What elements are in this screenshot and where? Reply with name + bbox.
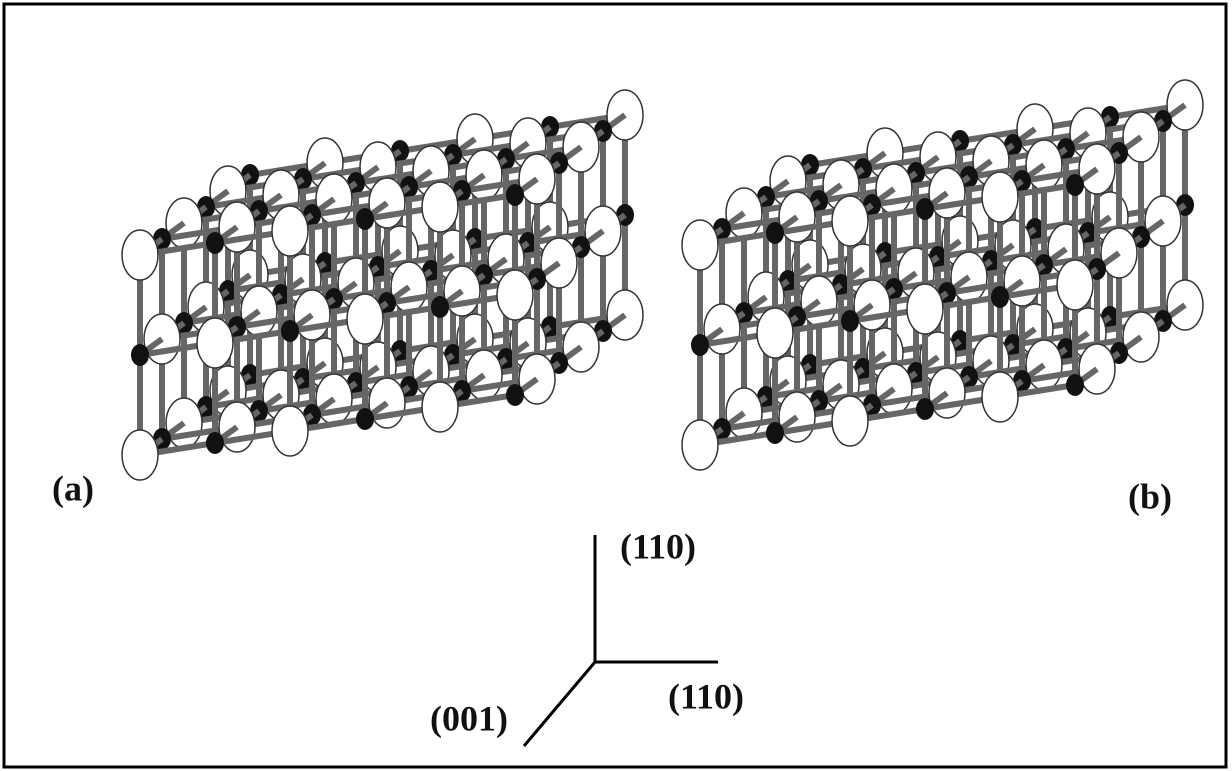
anion: [272, 406, 308, 456]
anion: [832, 396, 868, 446]
cation: [506, 184, 524, 206]
cation: [916, 398, 934, 420]
cation: [506, 384, 524, 406]
anion: [272, 206, 308, 256]
cation: [766, 422, 784, 444]
anion: [122, 430, 158, 480]
anion: [1057, 260, 1093, 310]
cation: [991, 286, 1009, 308]
anion: [422, 382, 458, 432]
cation: [766, 222, 784, 244]
cation: [431, 296, 449, 318]
cation: [356, 408, 374, 430]
anion: [682, 420, 718, 470]
cation: [691, 334, 709, 356]
cation: [131, 344, 149, 366]
anion: [497, 270, 533, 320]
panel-label: (b): [1128, 476, 1172, 516]
anion: [982, 172, 1018, 222]
anion: [197, 318, 233, 368]
cation: [1066, 374, 1084, 396]
panel-label: (a): [52, 468, 94, 508]
anion: [982, 372, 1018, 422]
axis-label: (110): [668, 676, 744, 716]
cation: [916, 198, 934, 220]
cation: [206, 432, 224, 454]
cation: [206, 232, 224, 254]
anion: [832, 196, 868, 246]
anion: [682, 220, 718, 270]
cation: [356, 208, 374, 230]
cation: [1066, 174, 1084, 196]
anion: [347, 294, 383, 344]
figure: (a) (b) (110) (110) (001): [0, 0, 1232, 771]
anion: [122, 230, 158, 280]
anion: [757, 308, 793, 358]
axis-label: (110): [620, 526, 696, 566]
anion: [422, 182, 458, 232]
cation: [281, 320, 299, 342]
axis-label: (001): [430, 698, 508, 738]
cation: [841, 310, 859, 332]
anion: [907, 284, 943, 334]
